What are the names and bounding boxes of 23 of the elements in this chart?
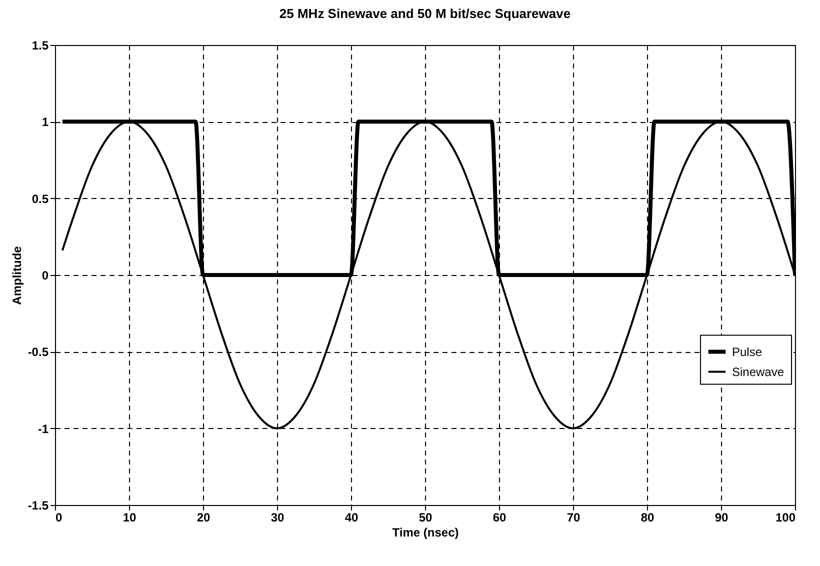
x-tick-label: 20: [196, 510, 210, 524]
x-tick-label: 40: [344, 510, 358, 524]
y-tick-label: -0.5: [28, 345, 49, 360]
x-tick-label: 0: [56, 510, 62, 524]
x-axis-title: Time (nsec): [392, 526, 459, 540]
legend-label: Sinewave: [732, 364, 784, 379]
x-tick-label: 100: [775, 510, 796, 524]
x-tick-label: 90: [714, 510, 728, 524]
y-tick-label: 0: [42, 268, 49, 282]
x-tick-label: 80: [640, 510, 654, 524]
x-tick-label: 30: [270, 510, 284, 524]
y-tick-label: -1.5: [28, 498, 49, 512]
x-tick-label: 10: [122, 510, 136, 524]
y-axis-title: Amplitude: [10, 246, 24, 305]
chart-title: 25 MHz Sinewave and 50 M bit/sec Squarewave: [279, 6, 571, 21]
y-tick-label: -1: [38, 422, 49, 436]
x-tick-label: 70: [566, 510, 580, 524]
x-tick-label: 50: [418, 510, 432, 524]
legend-label: Pulse: [732, 344, 762, 359]
x-tick-label: 60: [492, 510, 506, 524]
y-tick-label: 1.5: [32, 38, 49, 52]
y-tick-label: 1: [42, 115, 49, 130]
y-tick-label: 0.5: [32, 192, 49, 206]
